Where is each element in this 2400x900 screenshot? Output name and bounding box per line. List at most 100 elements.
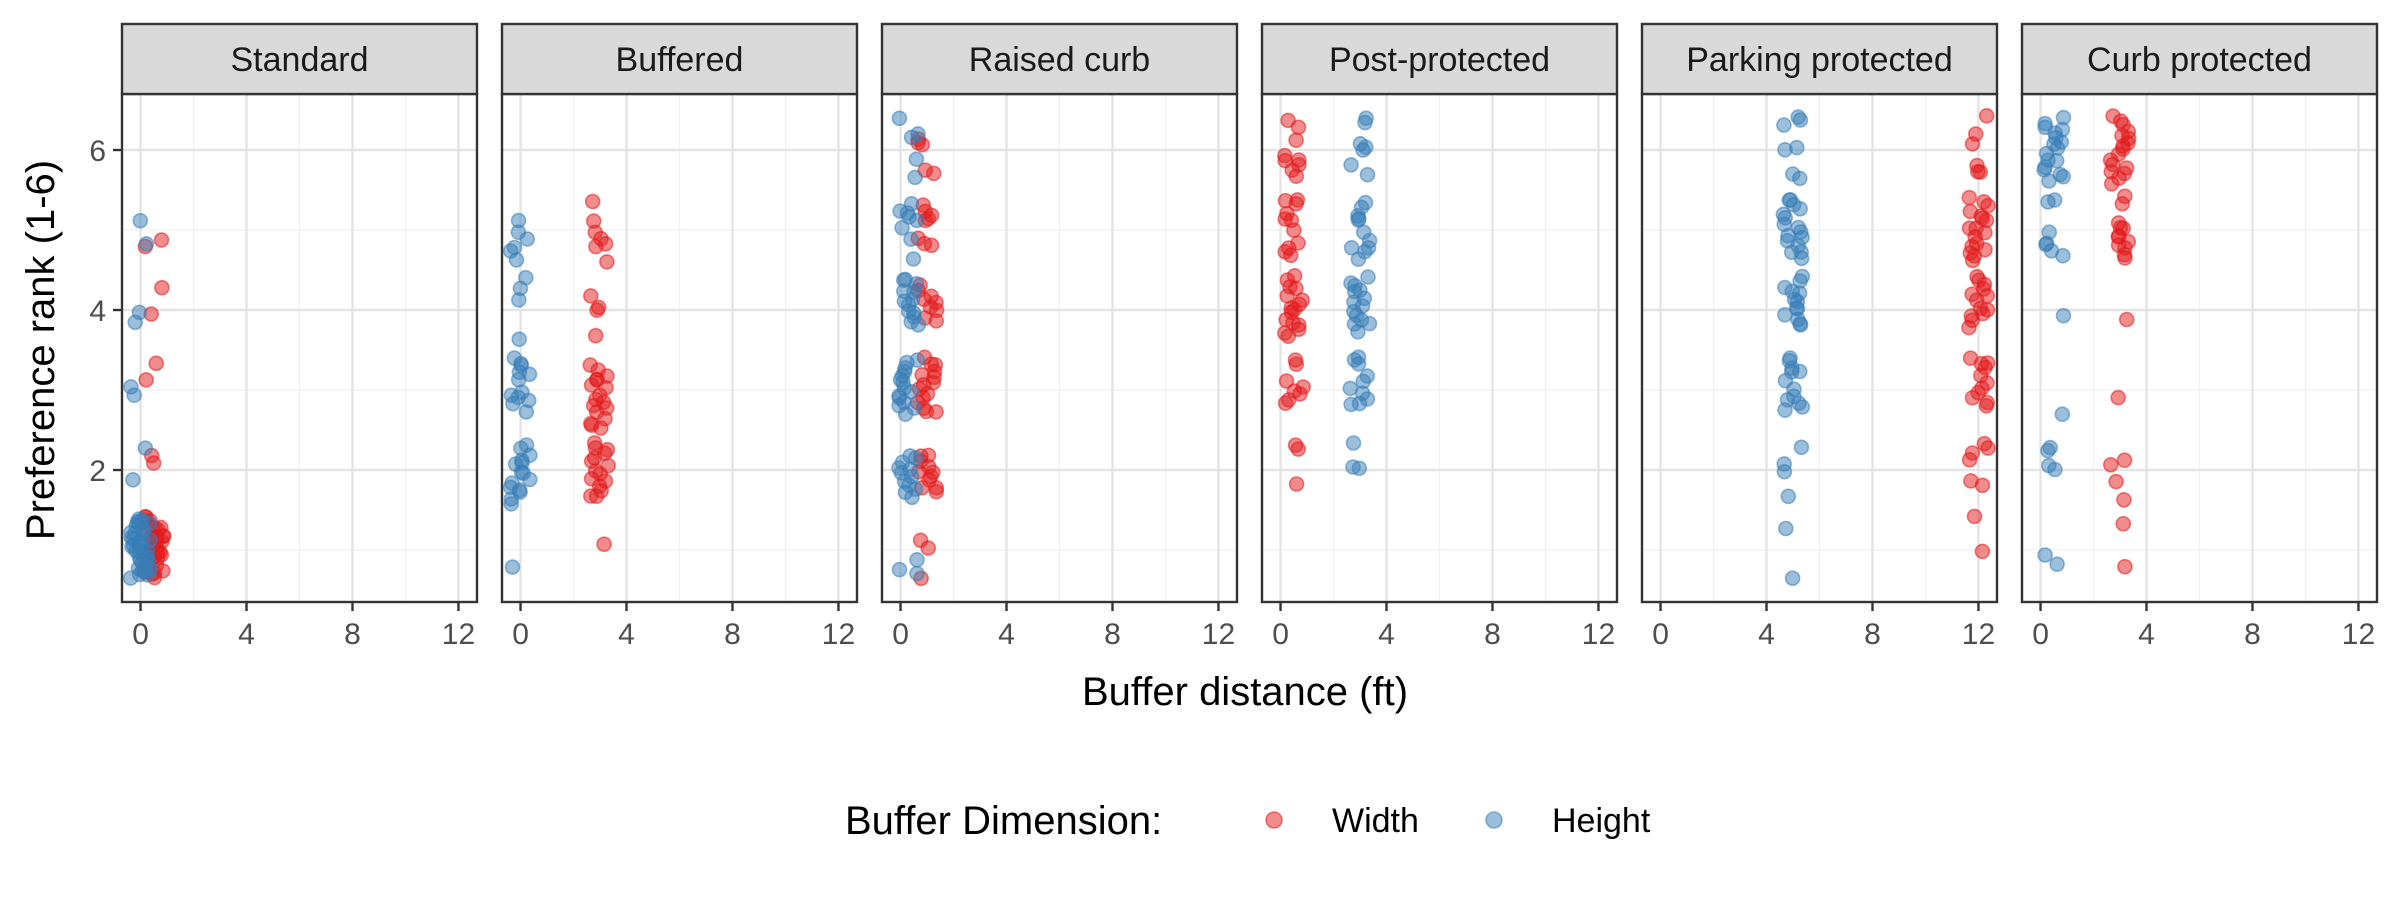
data-point-height [891, 110, 908, 127]
data-point-height [138, 236, 155, 252]
data-point-height [2037, 547, 2053, 563]
data-point-height [1350, 323, 1366, 340]
data-point-width [589, 302, 605, 319]
data-point-height [1792, 201, 1808, 217]
data-point-width [1278, 373, 1295, 389]
x-tick-label: 8 [1864, 618, 1881, 651]
data-point-width [2116, 452, 2133, 469]
x-tick-label: 12 [2342, 618, 2375, 651]
x-tick-label: 12 [1962, 618, 1995, 651]
data-point-width [1980, 440, 1996, 456]
data-point-width [2118, 311, 2135, 328]
data-point-width [587, 327, 604, 344]
facet-title: Parking protected [1686, 41, 1953, 79]
data-point-height [908, 212, 925, 229]
data-point-height [521, 471, 538, 488]
data-point-width [1290, 119, 1307, 136]
data-point-width [1288, 132, 1304, 148]
data-point-width [2103, 456, 2119, 473]
x-tick-label: 4 [1758, 618, 1775, 651]
data-point-width [1288, 476, 1305, 492]
data-point-height [1777, 402, 1793, 418]
legend-key-width [1265, 811, 1283, 829]
data-point-height [1360, 269, 1376, 285]
data-point-width [2108, 473, 2124, 490]
x-tick-label: 0 [512, 618, 529, 651]
data-point-height [510, 292, 527, 308]
x-tick-label: 8 [724, 618, 741, 651]
legend-label-width: Width [1332, 802, 1419, 840]
data-point-width [582, 288, 599, 304]
data-point-width [592, 420, 609, 436]
data-point-width [2117, 558, 2133, 575]
data-point-width [148, 355, 164, 372]
data-point-height [142, 562, 158, 578]
data-point-height [1343, 396, 1359, 413]
data-point-height [2040, 442, 2056, 459]
x-tick-label: 12 [1582, 618, 1615, 651]
data-point-height [1359, 166, 1376, 183]
facet-strip [880, 22, 1239, 96]
data-point-height [137, 440, 154, 456]
data-point-height [503, 496, 520, 512]
data-point-height [903, 129, 920, 146]
data-point-height [2047, 461, 2063, 478]
x-tick-label: 0 [892, 618, 909, 651]
data-point-height [2049, 556, 2065, 573]
panel-1: Buffered 0 4 8 12 [500, 22, 859, 651]
x-axis-title: Buffer distance (ft) [1082, 670, 1408, 714]
data-point-width [1964, 389, 1981, 406]
x-tick-label: 0 [2032, 618, 2049, 651]
data-point-width [1961, 189, 1978, 206]
facet-title: Standard [231, 41, 369, 79]
data-point-width [145, 455, 162, 471]
facet-strip [120, 22, 479, 96]
x-tick-label: 12 [1202, 618, 1235, 651]
x-tick-label: 4 [238, 618, 255, 651]
data-point-height [1350, 251, 1367, 268]
data-point-width [2110, 389, 2126, 406]
data-point-height [2055, 247, 2071, 264]
data-point-width [1974, 477, 1991, 494]
data-point-width [928, 404, 944, 420]
facet-strip [1260, 22, 1619, 96]
x-tick-label: 4 [618, 618, 635, 651]
data-point-height [504, 559, 521, 575]
data-point-width [1978, 108, 1995, 124]
y-tick-label: 4 [89, 295, 106, 328]
facet-strip [500, 22, 859, 96]
data-point-width [2116, 491, 2132, 508]
panel-4: Parking protected 0 4 8 12 [1640, 22, 1999, 651]
data-point-width [2103, 176, 2120, 192]
data-point-width [925, 165, 942, 182]
data-point-width [154, 279, 170, 296]
data-point-height [1793, 250, 1810, 267]
data-point-height [897, 406, 914, 423]
y-axis-title: Preference rank (1-6) [19, 160, 63, 540]
data-point-height [910, 317, 927, 333]
data-point-height [1343, 157, 1359, 173]
x-tick-label: 8 [2244, 618, 2261, 651]
data-point-height [1778, 520, 1794, 537]
facet-strip [1640, 22, 1999, 96]
data-point-width [1978, 397, 1995, 414]
data-point-height [122, 570, 139, 586]
x-tick-label: 0 [132, 618, 149, 651]
data-point-height [908, 151, 925, 167]
legend-title: Buffer Dimension: [845, 799, 1162, 843]
data-point-width [1280, 328, 1297, 345]
data-point-height [1784, 570, 1801, 587]
data-point-height [1357, 114, 1373, 131]
data-point-height [903, 231, 919, 247]
facet-strip [2020, 22, 2379, 96]
facet-title: Post-protected [1329, 41, 1550, 79]
data-point-height [1777, 142, 1793, 158]
data-point-height [1793, 439, 1810, 456]
data-point-width [588, 238, 604, 255]
data-point-width [588, 488, 605, 505]
x-tick-label: 8 [1484, 618, 1501, 651]
y-axis: 2 4 6 [89, 135, 122, 488]
data-point-width [153, 232, 170, 248]
data-point-height [1776, 463, 1793, 480]
data-point-width [2117, 250, 2133, 266]
